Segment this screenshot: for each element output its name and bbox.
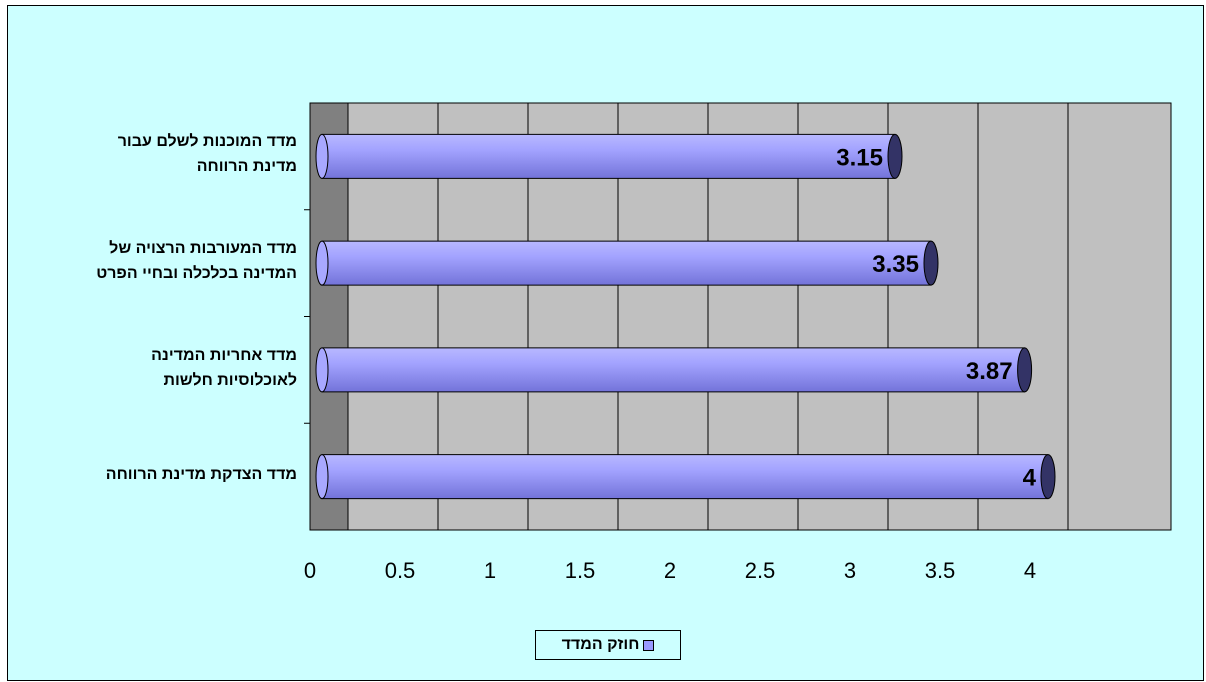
category-label: מדד המעורבות הרצויה של המדינה בכלכלה ובחי… bbox=[27, 236, 297, 286]
bar bbox=[321, 347, 1026, 393]
category-label-line: מדד המעורבות הרצויה של bbox=[109, 240, 297, 258]
data-label: 3.87 bbox=[966, 358, 1013, 385]
category-label: מדד המוכנות לשלם עבור מדינת הרווחה bbox=[27, 129, 297, 179]
bar-start-cap bbox=[315, 347, 329, 393]
category-label: מדד הצדקת מדינת הרווחה bbox=[27, 462, 297, 487]
bar-end-cap bbox=[887, 133, 903, 179]
category-label-line: מדד המוכנות לשלם עבור bbox=[117, 133, 297, 151]
x-tick-label: 2 bbox=[664, 558, 676, 583]
bar-start-cap bbox=[315, 240, 329, 286]
category-label-line: לאוכלוסיות חלשות bbox=[163, 371, 297, 389]
x-tick-label: 3 bbox=[844, 558, 856, 583]
bar-start-cap bbox=[315, 454, 329, 500]
bar bbox=[321, 133, 896, 179]
category-label-line: מדד הצדקת מדינת הרווחה bbox=[105, 466, 297, 484]
data-label: 3.15 bbox=[836, 144, 883, 171]
bar-end-cap bbox=[923, 240, 939, 286]
category-label-line: מדינת הרווחה bbox=[196, 158, 297, 176]
category-label: מדד אחריות המדינה לאוכלוסיות חלשות bbox=[27, 343, 297, 393]
bar-start-cap bbox=[315, 133, 329, 179]
data-label: 3.35 bbox=[872, 251, 919, 278]
bar bbox=[321, 240, 932, 286]
bar-end-cap bbox=[1017, 347, 1033, 393]
x-tick-label: 1.5 bbox=[565, 558, 596, 583]
data-label: 4 bbox=[1023, 465, 1037, 492]
x-tick-label: 0 bbox=[304, 558, 316, 583]
legend-label: חוזק המדד bbox=[561, 636, 640, 653]
x-tick-label: 3.5 bbox=[925, 558, 956, 583]
x-tick-label: 4 bbox=[1024, 558, 1036, 583]
x-tick-label: 1 bbox=[484, 558, 496, 583]
legend: חוזק המדד bbox=[535, 630, 681, 660]
category-label-line: המדינה בכלכלה ובחיי הפרט bbox=[96, 265, 297, 283]
legend-swatch bbox=[643, 639, 655, 651]
x-tick-label: 0.5 bbox=[385, 558, 416, 583]
bar-end-cap bbox=[1040, 454, 1056, 500]
x-tick-label: 2.5 bbox=[745, 558, 776, 583]
category-label-line: מדד אחריות המדינה bbox=[151, 346, 297, 364]
bar bbox=[321, 454, 1049, 500]
